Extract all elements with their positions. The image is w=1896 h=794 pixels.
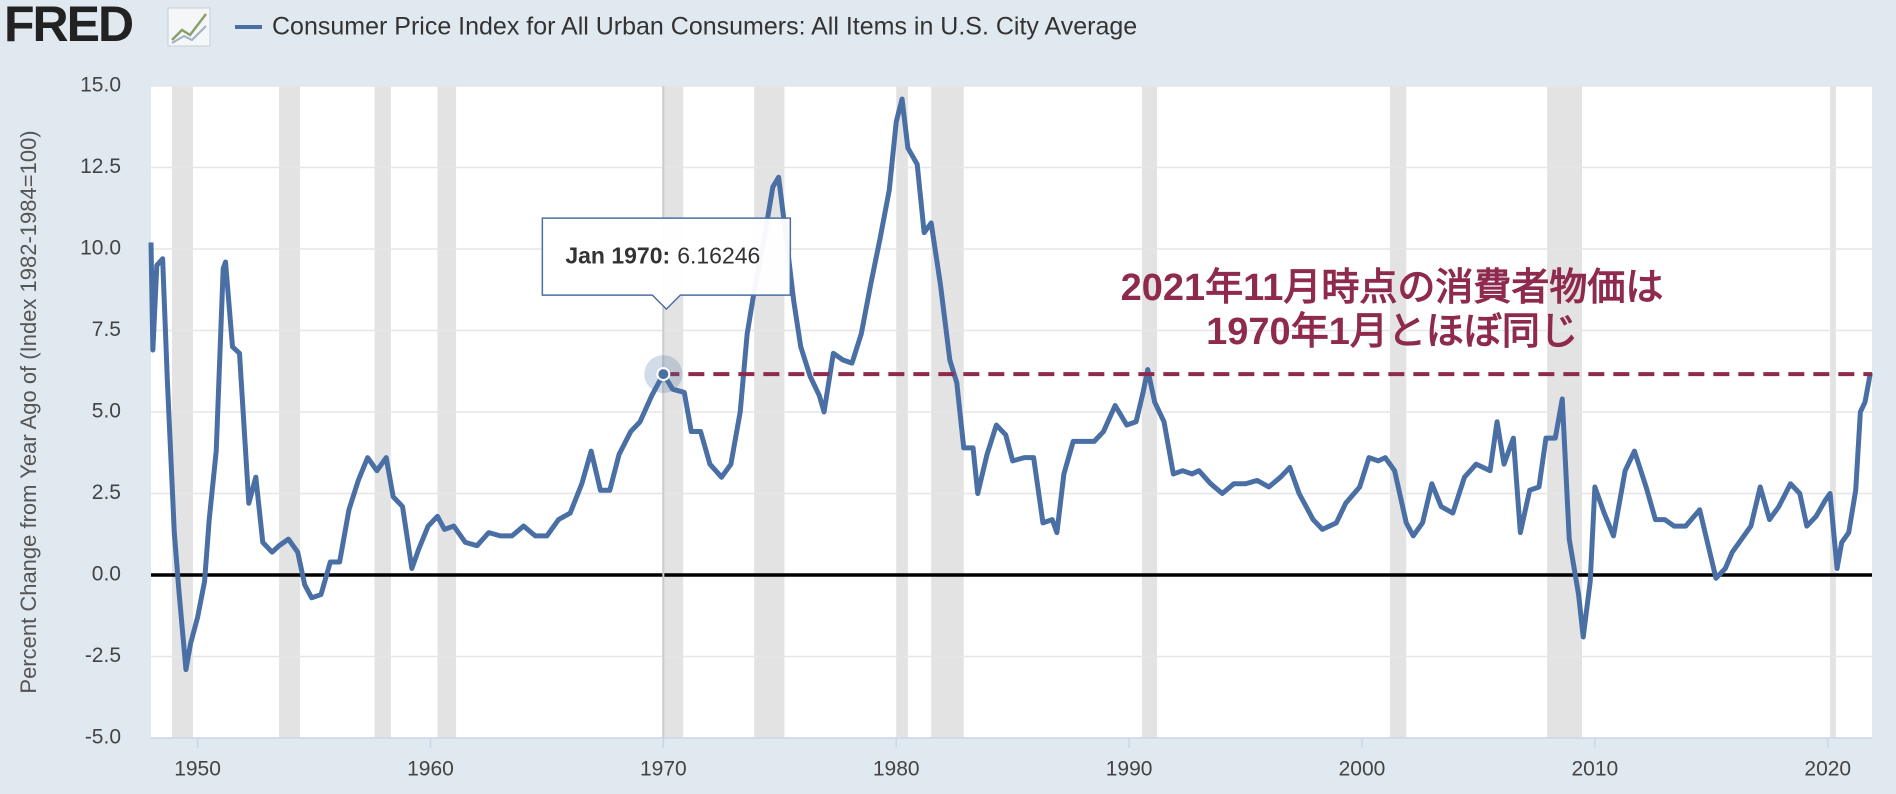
tooltip-label: Jan 1970:: [565, 243, 670, 269]
y-tick-label: 7.5: [92, 318, 121, 341]
x-tick-label: 2000: [1339, 758, 1386, 781]
series-line: [148, 96, 1873, 673]
x-tick-label: 2020: [1804, 758, 1851, 781]
y-tick-label: 12.5: [80, 155, 121, 178]
x-tick-label: 1990: [1106, 758, 1153, 781]
x-tick-label: 1980: [873, 758, 920, 781]
annotation: 2021年11月時点の消費者物価は: [1121, 267, 1664, 309]
y-tick-label: -2.5: [85, 644, 121, 667]
tooltip-text: Jan 1970: 6.16246: [565, 243, 760, 269]
x-tick-label: 1960: [407, 758, 454, 781]
logo-icon: [167, 7, 211, 47]
highlight-point: [656, 367, 671, 382]
logo[interactable]: FRED: [4, 0, 135, 52]
x-tick-label: 2010: [1572, 758, 1619, 781]
y-tick-label: 0.0: [92, 563, 121, 586]
y-tick-label: 10.0: [80, 237, 121, 260]
y-tick-label: 2.5: [92, 481, 121, 504]
legend-label: Consumer Price Index for All Urban Consu…: [272, 13, 1137, 41]
x-tick-label: 1950: [174, 758, 221, 781]
x-tick-label: 1970: [640, 758, 687, 781]
y-tick-label: -5.0: [85, 726, 121, 749]
y-tick-label: 5.0: [92, 400, 121, 423]
tooltip-box: [541, 217, 792, 311]
annotation: 1970年1月とほぼ同じ: [1206, 311, 1578, 353]
tooltip-value: 6.16246: [677, 243, 760, 269]
tooltip: Jan 1970: 6.16246: [541, 217, 792, 311]
y-axis-label: Percent Change from Year Ago of (Index 1…: [16, 130, 41, 693]
y-tick-label: 15.0: [80, 74, 121, 97]
